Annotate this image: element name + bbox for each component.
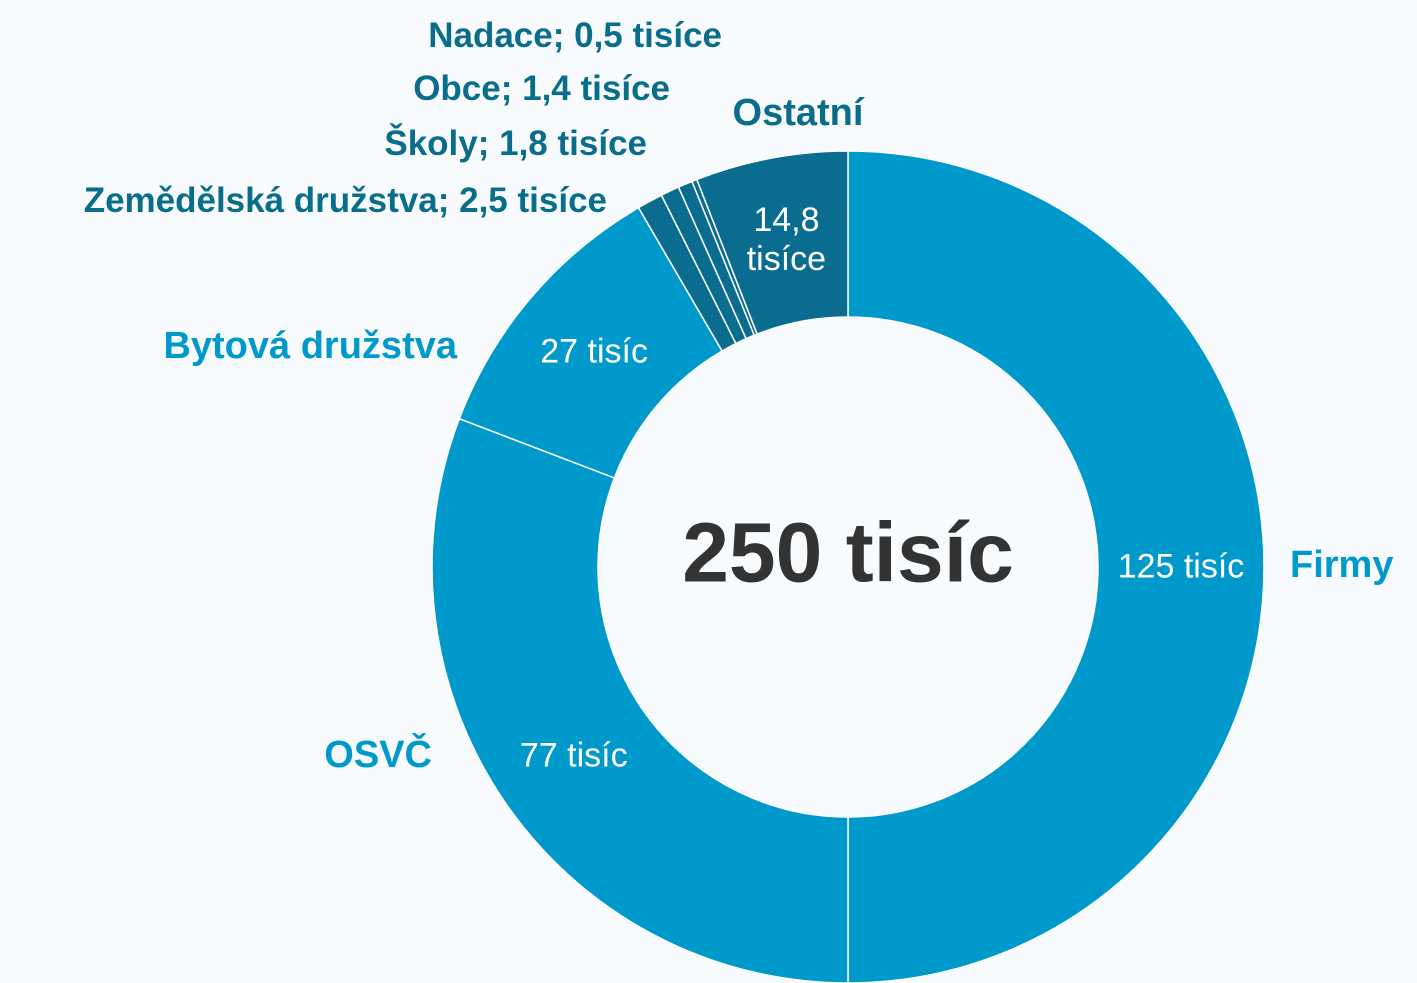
category-label: Zemědělská družstva; 2,5 tisíce — [83, 180, 607, 220]
category-label: Bytová družstva — [163, 325, 457, 367]
donut-slice — [431, 417, 849, 983]
value-label: 125 tisíc — [1117, 547, 1245, 586]
category-label: Nadace; 0,5 tisíce — [428, 15, 722, 55]
value-label: 27 tisíc — [540, 331, 648, 370]
value-label: 77 tisíc — [519, 736, 628, 775]
donut-slice — [847, 150, 1265, 983]
category-label: Firmy — [1290, 544, 1394, 586]
value-label: 14,8 tisíce — [746, 200, 827, 278]
center-label: 250 tisíc — [682, 505, 1014, 600]
category-label: Ostatní — [732, 92, 864, 134]
category-label: Obce; 1,4 tisíce — [413, 68, 670, 108]
category-label: OSVČ — [324, 734, 432, 776]
donut-slice — [695, 150, 849, 336]
category-label: Školy; 1,8 tisíce — [384, 123, 647, 163]
